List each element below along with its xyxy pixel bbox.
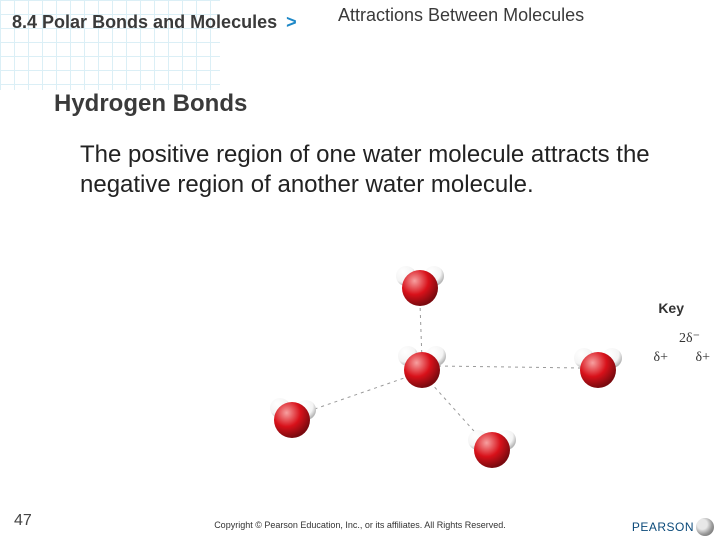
delta-positive-2: δ+: [696, 350, 711, 366]
copyright: Copyright © Pearson Education, Inc., or …: [0, 520, 720, 530]
delta-positive-1: δ+: [654, 350, 669, 366]
section-heading: Hydrogen Bonds: [54, 90, 247, 118]
logo-swoosh-icon: [696, 518, 714, 536]
section-number: 8.4: [12, 12, 37, 32]
delta-negative: 2δ⁻: [679, 330, 700, 347]
hbond-diagram: [232, 260, 652, 480]
pearson-logo: PEARSON: [632, 518, 714, 536]
page-title: Attractions Between Molecules: [338, 4, 584, 27]
breadcrumb: 8.4 Polar Bonds and Molecules >: [12, 12, 301, 33]
key-label: Key: [658, 300, 684, 316]
logo-text: PEARSON: [632, 520, 694, 534]
breadcrumb-separator: >: [286, 12, 297, 32]
body-text: The positive region of one water molecul…: [80, 140, 660, 200]
section-title: Polar Bonds and Molecules: [42, 12, 277, 32]
